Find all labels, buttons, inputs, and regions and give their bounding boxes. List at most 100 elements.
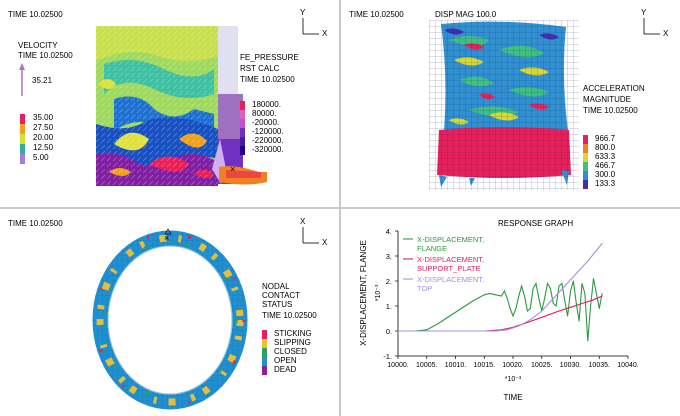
acceleration-legend-label: 800.0 — [595, 143, 616, 152]
series-point-1 — [584, 293, 586, 294]
velocity-legend-swatch — [20, 144, 25, 154]
series-point-1 — [512, 315, 514, 317]
series-point-1 — [561, 283, 563, 284]
acceleration-legend-label: 133.3 — [595, 179, 616, 188]
x-tick-label: 10020. — [502, 362, 523, 369]
y-axis-multiplier: *10⁻³ — [375, 284, 382, 301]
series-point-3 — [529, 319, 531, 321]
contact-status-time: TIME 10.02500 — [262, 311, 317, 320]
legend-label-2: X-DISPLACEMENT, — [417, 255, 484, 264]
velocity-legend-swatch — [20, 124, 25, 134]
series-point-1 — [575, 303, 577, 304]
series-point-1 — [460, 308, 462, 309]
acceleration-title: ACCELERATION — [583, 84, 645, 93]
velocity-arrow-icon — [19, 63, 25, 96]
axis-triad-icon — [302, 227, 319, 244]
contact-status-legend-swatch — [262, 366, 267, 375]
series-point-1 — [595, 293, 597, 294]
velocity-legend-label: 35.00 — [33, 113, 54, 122]
displacement-magnification: DISP MAG 100.0 — [435, 10, 497, 19]
series-point-2 — [601, 295, 603, 297]
series-point-2 — [593, 299, 594, 301]
viewport-time-label: TIME 10.02500 — [8, 10, 63, 19]
contact-ring-plot: × — [92, 228, 248, 410]
triad-y-label: X — [300, 217, 306, 226]
legend-label-1: X-DISPLACEMENT, — [417, 235, 484, 244]
series-point-1 — [518, 295, 520, 297]
series-point-2 — [581, 303, 583, 304]
series-point-1 — [593, 278, 594, 279]
series-point-2 — [541, 316, 543, 318]
contact-status-legend-swatch — [262, 357, 267, 366]
series-point-1 — [590, 305, 592, 307]
svg-text:×: × — [230, 164, 235, 174]
series-point-3 — [601, 243, 603, 244]
x-axis-multiplier: *10⁻³ — [505, 376, 522, 383]
y-tick-label: -1. — [383, 352, 392, 361]
fe-pressure-legend-swatch — [240, 128, 245, 137]
acceleration-time: TIME 10.02500 — [583, 106, 638, 115]
series-point-1 — [532, 288, 534, 289]
series-point-3 — [495, 330, 497, 332]
series-point-1 — [564, 300, 566, 302]
velocity-time: TIME 10.02500 — [18, 51, 73, 60]
fe-pressure-legend-label: -320000. — [252, 145, 284, 154]
contact-status-title-1: NODAL — [262, 282, 290, 291]
fe-pressure-time: TIME 10.02500 — [240, 75, 295, 84]
series-point-1 — [598, 308, 600, 309]
triad-x-label: X — [322, 29, 328, 38]
series-point-2 — [558, 310, 560, 312]
chart-title: RESPONSE GRAPH — [498, 219, 574, 228]
contact-status-legend-label: DEAD — [274, 365, 297, 374]
axis-triad-icon — [643, 18, 660, 35]
velocity-title: VELOCITY — [18, 41, 58, 50]
fe-pressure-legend-label: -20000. — [252, 118, 280, 127]
series-line-2 — [398, 295, 603, 332]
acceleration-viewport[interactable]: TIME 10.02500 DISP MAG 100.0 ACCELERATIO… — [341, 0, 680, 207]
viewport-time-label: TIME 10.02500 — [349, 10, 404, 19]
series-point-1 — [501, 295, 502, 297]
svg-text:×: × — [164, 233, 169, 243]
series-point-3 — [455, 330, 456, 332]
triad-x-label: X — [322, 238, 328, 247]
velocity-legend-swatch — [20, 134, 25, 144]
y-axis-label: X-DISPLACEMENT, FLANGE — [359, 240, 368, 346]
series-point-3 — [506, 329, 508, 331]
acceleration-legend-swatch — [583, 135, 588, 144]
series-point-1 — [529, 308, 531, 309]
contact-status-legend-label: STICKING — [274, 329, 312, 338]
series-point-1 — [552, 303, 554, 304]
series-point-1 — [483, 294, 485, 296]
contact-status-legend-label: CLOSED — [274, 347, 307, 356]
y-tick-label: 2. — [386, 277, 392, 286]
acceleration-legend-swatch — [583, 153, 588, 162]
x-tick-label: 10035. — [589, 362, 610, 369]
series-point-1 — [581, 283, 583, 284]
series-point-1 — [503, 290, 505, 292]
x-tick-label: 10040. — [617, 362, 638, 369]
velocity-legend-label: 5.00 — [33, 153, 49, 162]
velocity-legend-swatch — [20, 154, 25, 164]
x-axis-label: TIME — [503, 393, 522, 402]
contact-status-legend-swatch — [262, 348, 267, 357]
series-point-3 — [552, 298, 554, 299]
contact-status-viewport[interactable]: TIME 10.02500 × NODAL CONTACT STATUS TIM… — [0, 209, 339, 416]
fe-pressure-title: FE_PRESSURE — [240, 53, 299, 62]
velocity-legend-label: 27.50 — [33, 123, 54, 132]
triad-y-label: Y — [300, 8, 306, 17]
series-point-1 — [472, 300, 474, 302]
velocity-pressure-viewport[interactable]: TIME 10.02500 VELOCITY TIME 10.02500 35.… — [0, 0, 339, 207]
acceleration-legend-swatch — [583, 180, 588, 189]
x-tick-label: 10025. — [531, 362, 552, 369]
response-graph-viewport[interactable]: RESPONSE GRAPH 4. 3. 2. 1. 0. -1. 10000. 10005.… — [341, 209, 680, 416]
contact-status-legend-label: SLIPPING — [274, 338, 311, 347]
series-point-1 — [567, 315, 569, 317]
y-tick-label: 3. — [386, 252, 392, 261]
axis-triad-icon — [302, 18, 319, 35]
fe-pressure-legend-swatch — [240, 146, 245, 155]
series-point-1 — [570, 290, 571, 292]
x-tick-label: 10010. — [445, 362, 466, 369]
acceleration-legend-label: 633.3 — [595, 152, 616, 161]
series-point-1 — [535, 283, 537, 284]
series-point-1 — [544, 298, 546, 299]
